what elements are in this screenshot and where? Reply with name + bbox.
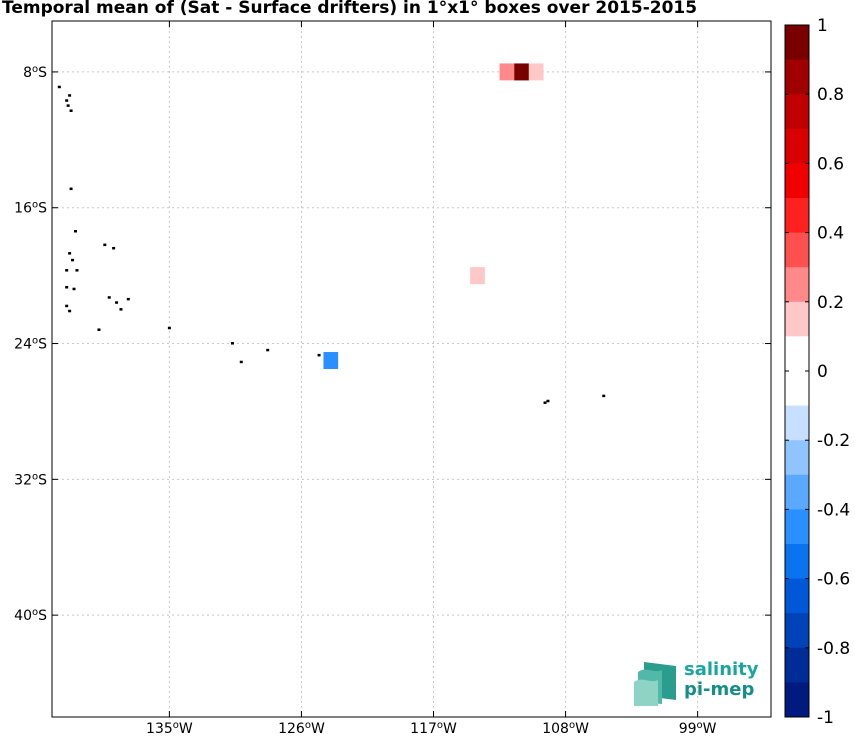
x-tick-label: 117oW (410, 720, 457, 737)
x-tick-label: 135oW (146, 720, 193, 737)
island-mark (73, 229, 77, 233)
colorbar-segment (785, 474, 809, 510)
island-mark (69, 187, 73, 191)
colorbar-segment (785, 25, 809, 61)
island-mark (68, 309, 72, 313)
colorbar-label: -0.8 (817, 639, 850, 659)
colorbar-label: -1 (817, 708, 834, 728)
island-mark (107, 296, 111, 299)
colorbar-label: -0.4 (817, 500, 850, 520)
data-box (528, 63, 544, 81)
colorbar-label: -0.2 (817, 431, 850, 451)
colorbar-segment (785, 613, 809, 649)
colorbar-segment (785, 59, 809, 95)
colorbar-segment (785, 336, 809, 372)
logo-text-salinity: salinity (684, 659, 759, 680)
island-mark (543, 401, 547, 404)
island-mark (317, 353, 321, 357)
data-box (470, 267, 485, 285)
island-mark (126, 297, 130, 301)
island-layer (57, 85, 606, 404)
colorbar: 1 0.8 0.6 0.4 0.2 0 -0.2 -0.4 -0.6 -0.8 -1 (784, 16, 850, 728)
island-mark (119, 308, 123, 311)
data-box-layer (323, 63, 544, 369)
colorbar-label: -0.6 (817, 570, 850, 590)
data-box (499, 63, 515, 81)
y-tick-label: 16oS (14, 200, 47, 217)
logo-text-pimep: pi-mep (684, 679, 755, 700)
colorbar-segment (785, 267, 809, 303)
graticule-grid (52, 21, 771, 717)
y-tick-label: 8oS (23, 64, 47, 81)
colorbar-label: 0.6 (817, 154, 844, 174)
island-mark (546, 399, 550, 403)
island-mark (167, 326, 171, 330)
colorbar-label: 0.8 (817, 85, 844, 105)
colorbar-label: 0.2 (817, 293, 844, 313)
island-mark (68, 94, 72, 97)
island-mark (72, 287, 76, 291)
salinity-pi-mep-logo: salinity pi-mep (632, 660, 762, 708)
colorbar-segment (785, 440, 809, 476)
colorbar-label: 0.4 (817, 224, 844, 244)
y-tick-label: 32oS (14, 471, 47, 488)
colorbar-segment (785, 405, 809, 441)
island-mark (230, 342, 234, 345)
x-tick-label: 108oW (542, 720, 589, 737)
plot-title: Temporal mean of (Sat - Surface drifters… (2, 0, 698, 18)
island-mark (65, 99, 69, 102)
colorbar-label: 1 (817, 16, 828, 36)
island-mark (103, 243, 107, 247)
colorbar-segment (785, 128, 809, 164)
island-mark (65, 304, 69, 308)
x-tick-label: 99oW (679, 720, 717, 737)
y-tick-label: 40oS (14, 607, 47, 624)
island-mark (602, 394, 606, 398)
x-tick-label: 126oW (278, 720, 325, 737)
colorbar-segment (785, 94, 809, 130)
island-mark (65, 269, 69, 272)
colorbar-label: 0 (817, 362, 828, 382)
island-mark (71, 258, 75, 262)
y-tick-label: 24oS (14, 336, 47, 353)
wave-logo-icon (634, 662, 676, 706)
x-axis-ticks: 135oW 126oW 117oW 108oW 99oW (146, 21, 717, 737)
island-mark (66, 104, 70, 107)
island-mark (69, 109, 73, 112)
data-box (514, 63, 529, 81)
island-mark (65, 286, 69, 289)
colorbar-segment (785, 578, 809, 614)
colorbar-segment (785, 509, 809, 545)
data-box (499, 80, 515, 98)
island-mark (75, 269, 79, 272)
colorbar-segment (785, 371, 809, 407)
y-axis-ticks: 8oS 16oS 24oS 32oS 40oS (14, 64, 771, 624)
island-mark (57, 85, 61, 89)
island-mark (115, 301, 119, 304)
colorbar-segment (785, 647, 809, 683)
colorbar-segment (785, 232, 809, 268)
map-frame (51, 20, 772, 718)
island-mark (97, 328, 101, 331)
colorbar-segment (785, 198, 809, 234)
colorbar-segment (785, 163, 809, 199)
colorbar-segment (785, 544, 809, 580)
island-mark (112, 246, 116, 250)
data-box (323, 352, 339, 369)
island-mark (239, 360, 243, 364)
colorbar-segment (785, 301, 809, 337)
colorbar-segment (785, 682, 809, 718)
island-mark (266, 348, 270, 352)
island-mark (68, 252, 72, 255)
